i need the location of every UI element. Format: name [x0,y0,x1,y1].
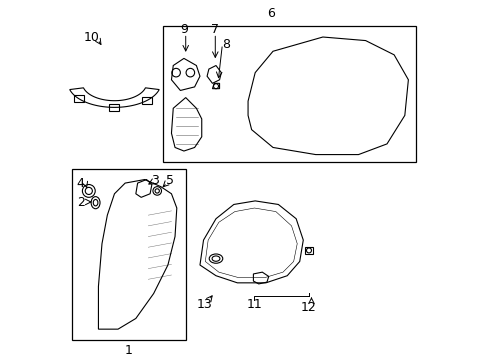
Text: 2: 2 [77,196,85,209]
Text: 13: 13 [196,298,212,311]
Text: 4: 4 [77,177,84,190]
Bar [142,97,152,104]
Text: 9: 9 [180,23,187,36]
Text: 8: 8 [222,38,229,51]
Text: 6: 6 [267,7,275,21]
Text: 12: 12 [301,301,316,314]
Bar [72,169,185,340]
Text: 10: 10 [84,31,100,44]
Bar [305,247,312,254]
Text: 11: 11 [246,298,262,311]
Bar [162,26,415,162]
Bar [109,104,119,111]
Bar [74,95,84,102]
Text: 5: 5 [166,174,174,187]
Text: 1: 1 [124,344,132,357]
Text: 3: 3 [150,174,158,187]
Text: 7: 7 [211,23,219,36]
